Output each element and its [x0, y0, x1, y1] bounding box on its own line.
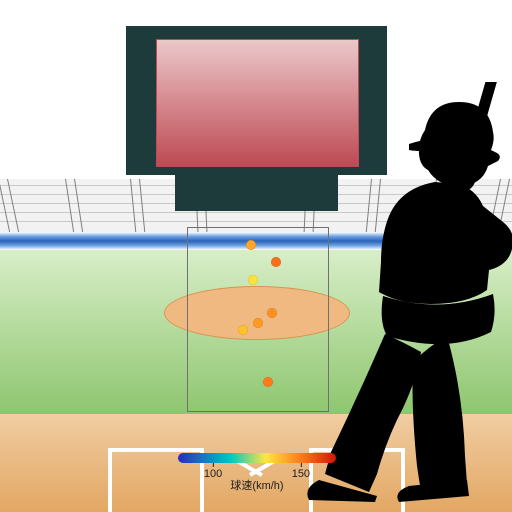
speed-legend-title: 球速(km/h): [178, 477, 336, 493]
speed-tick-label: 100: [204, 468, 222, 480]
pitch-marker: [246, 240, 256, 250]
pitch-marker: [248, 275, 258, 285]
pitch-marker: [238, 325, 248, 335]
speed-ticks: 100 150: [178, 463, 336, 477]
speed-legend: 100 150 球速(km/h): [178, 453, 336, 493]
pitch-marker: [267, 308, 277, 318]
pitch-marker: [253, 318, 263, 328]
speed-tick-label: 150: [292, 468, 310, 480]
pitch-marker: [263, 377, 273, 387]
speed-colorbar: [178, 453, 336, 463]
batter-silhouette: [285, 82, 512, 502]
pitch-marker: [271, 257, 281, 267]
pitch-location-chart: 100 150 球速(km/h): [0, 0, 512, 512]
